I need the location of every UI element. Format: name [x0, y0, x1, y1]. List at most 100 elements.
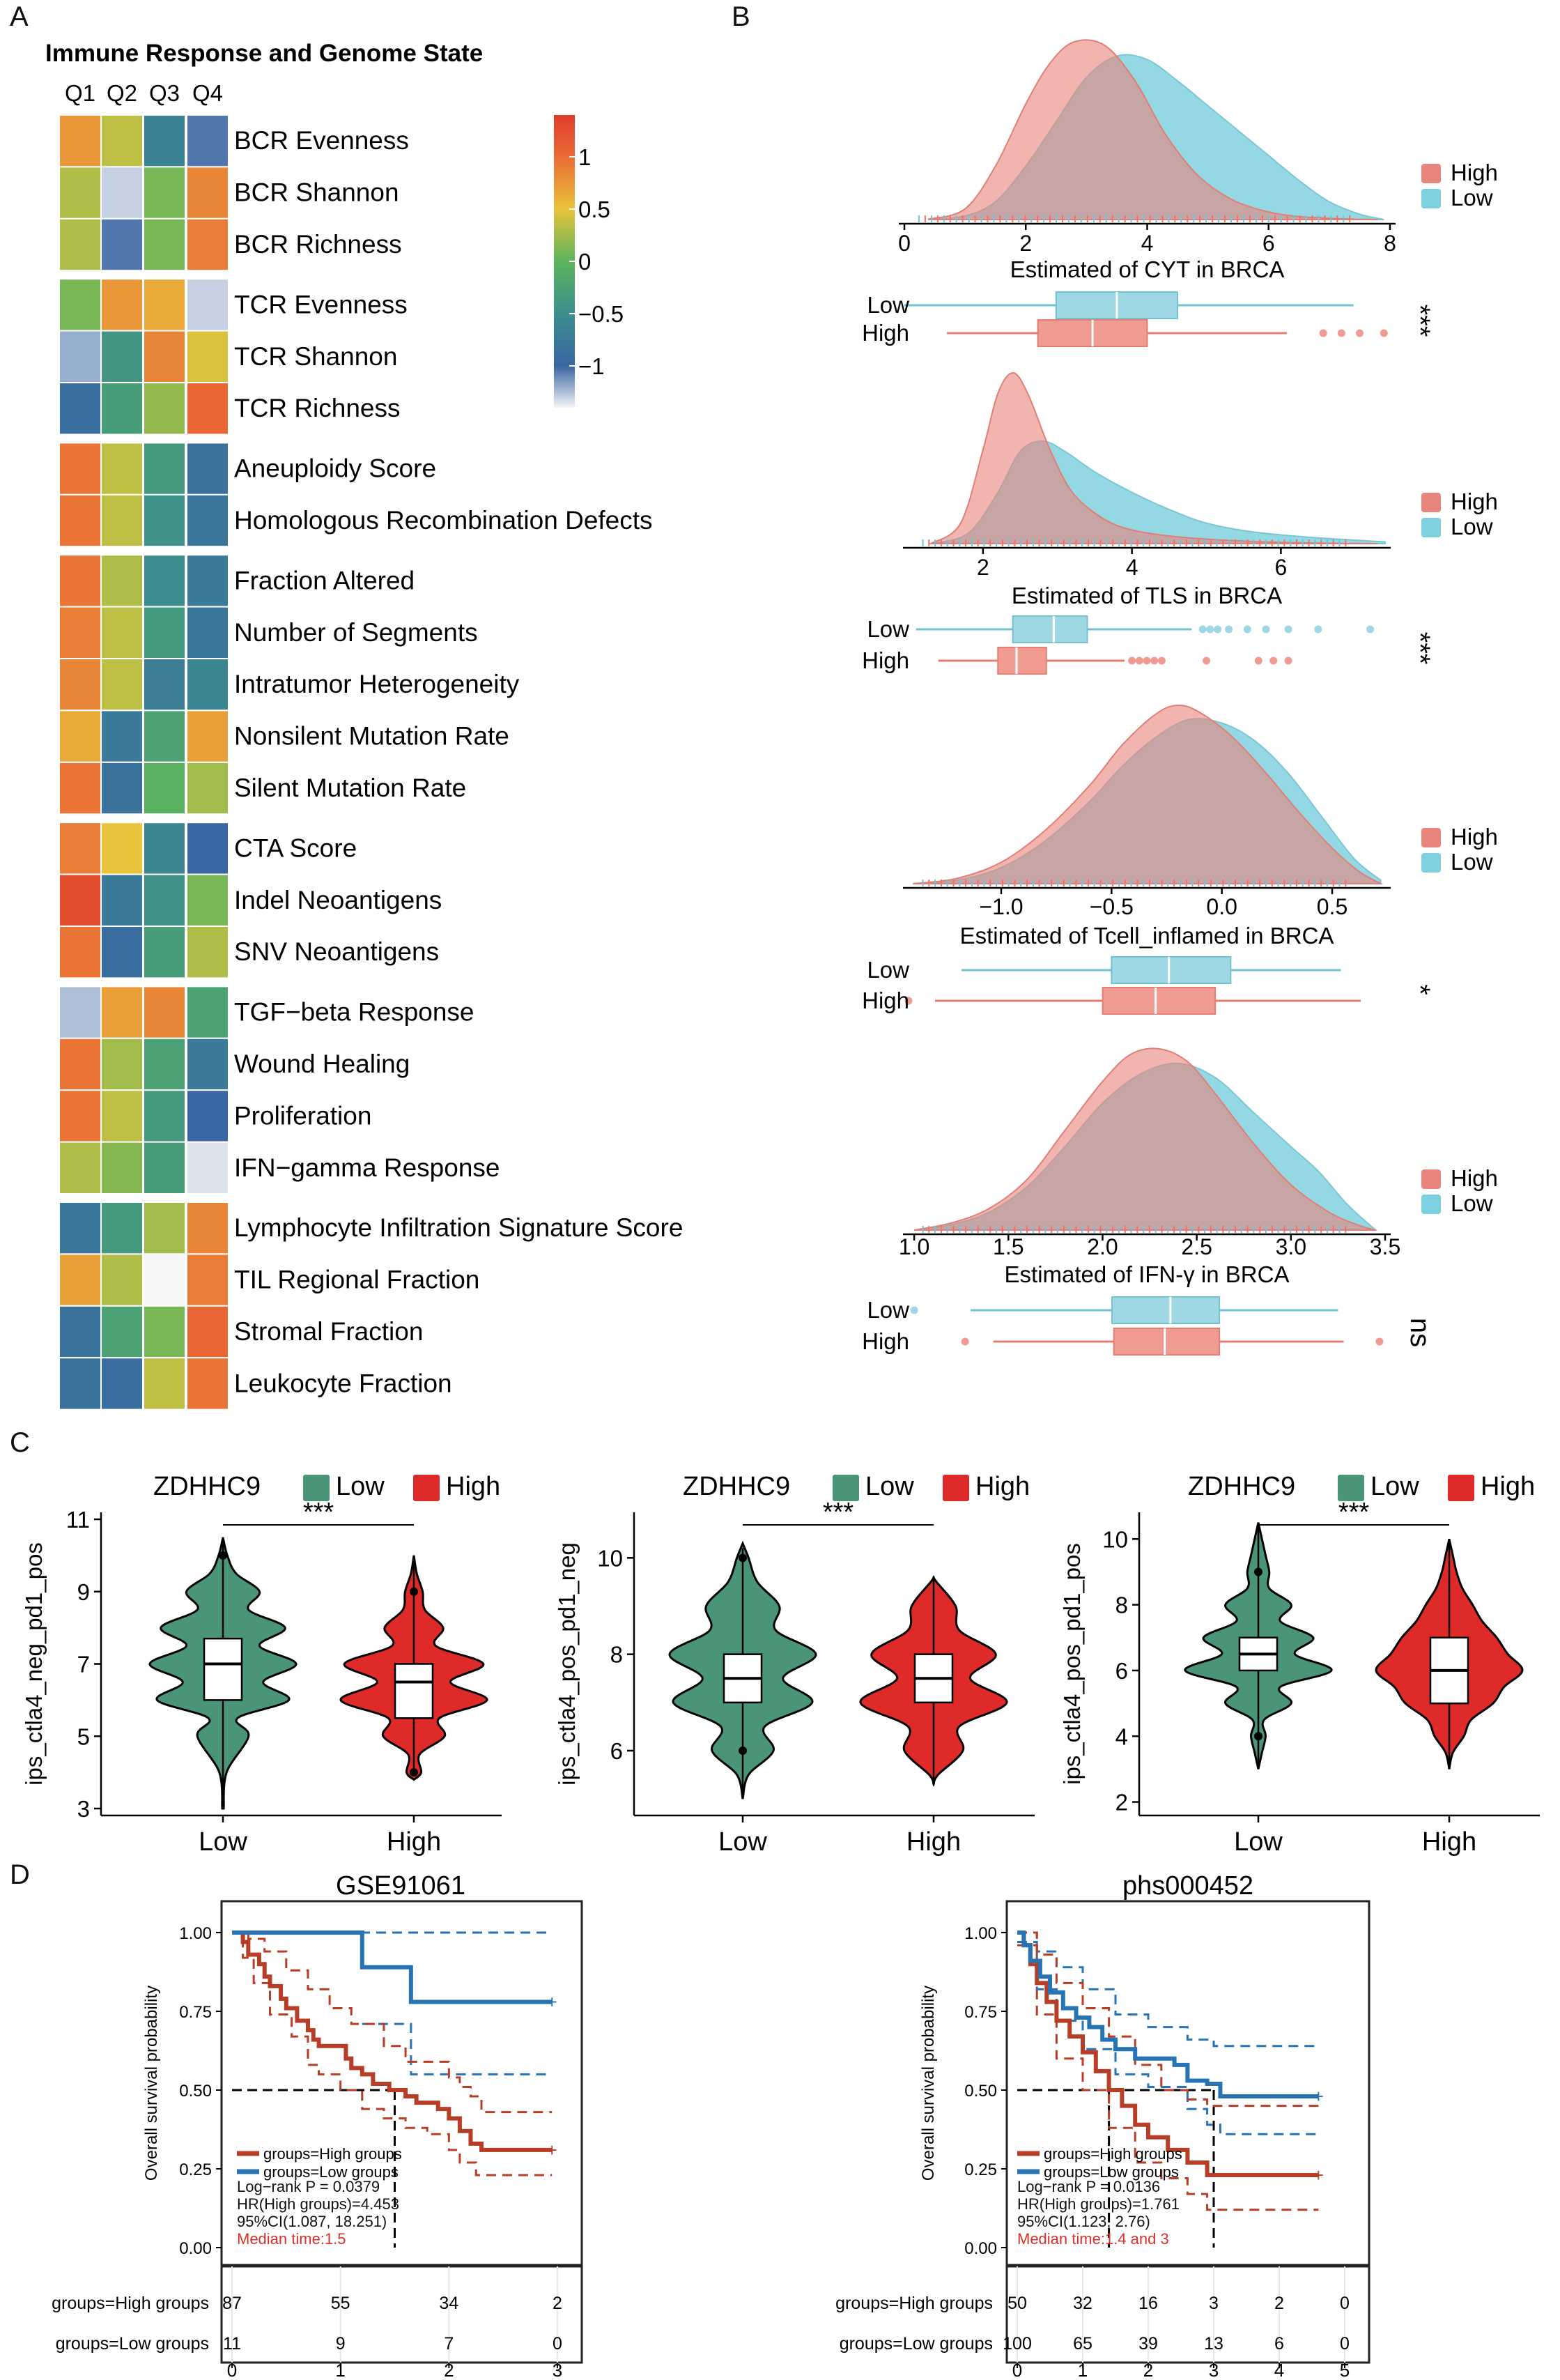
km-x-tick-label: 4 — [1274, 2360, 1284, 2380]
box-low-label: Low — [867, 1297, 909, 1323]
violin-outlier — [410, 1768, 418, 1777]
km-stat-text: 95%CI(1.123, 2.76) — [1017, 2213, 1150, 2230]
km-low-curve — [1017, 1930, 1319, 2099]
risk-table-count: 16 — [1138, 2294, 1158, 2313]
heatmap-cell — [143, 1305, 186, 1359]
box-high-label: High — [862, 320, 909, 346]
violin-outlier — [1254, 1732, 1262, 1741]
violin-outlier — [739, 1746, 747, 1755]
heatmap-cell — [100, 985, 144, 1039]
violin-legend-high-label: High — [446, 1472, 500, 1501]
heatmap-row-label: BCR Richness — [234, 230, 402, 259]
box-low-outlier — [1262, 625, 1270, 634]
heatmap-cell — [100, 1305, 144, 1359]
heatmap-cell — [59, 554, 102, 608]
heatmap-cell — [100, 114, 144, 168]
heatmap-cell — [143, 1201, 186, 1255]
km-y-tick-label: 1.00 — [964, 1924, 997, 1943]
legend-low-key — [1421, 189, 1441, 208]
density-rug — [922, 880, 1347, 886]
heatmap-cell — [100, 442, 144, 496]
density-rug — [922, 1226, 1347, 1233]
risk-table-count: 11 — [223, 2334, 241, 2354]
box-high-outlier — [1254, 657, 1262, 665]
km-legend-high-label: groups=High groups — [1044, 2145, 1182, 2163]
km-y-tick-label: 1.00 — [179, 1924, 212, 1943]
violin-legend-high-label: High — [975, 1472, 1030, 1501]
significance-label: *** — [1405, 305, 1435, 337]
box-low-outlier — [1314, 625, 1322, 634]
heatmap-cell — [59, 658, 102, 712]
violin-legend-low-key — [303, 1475, 330, 1501]
heatmap-panel: Immune Response and Genome State Q1 Q2 Q3 Q4… — [45, 40, 683, 1411]
heatmap-cell — [186, 985, 229, 1039]
box-high-box — [1113, 1328, 1221, 1356]
heatmap-row-label: BCR Shannon — [234, 178, 399, 207]
heatmap-cell — [59, 330, 102, 384]
km-x-tick-label: 2 — [1143, 2360, 1153, 2380]
density-x-tick-label: 2 — [977, 555, 989, 580]
heatmap-cell — [186, 873, 229, 927]
km-stat-text: 95%CI(1.087, 18.251) — [237, 2213, 387, 2230]
km-x-tick-label: 0 — [227, 2360, 237, 2380]
risk-table-count: 13 — [1204, 2334, 1223, 2354]
box-low-outlier — [1206, 625, 1214, 634]
legend-high-label: High — [1451, 160, 1498, 185]
density-x-tick-label: 1.5 — [993, 1234, 1024, 1259]
risk-table-row-label: groups=High groups — [835, 2294, 993, 2313]
km-legend-low-label: groups=Low groups — [1044, 2163, 1179, 2181]
violin-y-tick-label: 3 — [77, 1796, 90, 1822]
risk-table-count: 87 — [222, 2294, 242, 2313]
heatmap-cell — [143, 822, 186, 875]
violin-legend-low-key — [833, 1475, 859, 1501]
heatmap-cell — [100, 1357, 144, 1411]
km-y-label: Overall survival probability — [919, 1986, 938, 2181]
heatmap-cell — [186, 217, 229, 272]
violin-y-label: ips_ctla4_pos_pd1_pos — [1059, 1543, 1085, 1785]
km-y-tick-label: 0.25 — [964, 2160, 997, 2179]
heatmap-cell — [59, 761, 102, 815]
box-low-outlier — [1366, 625, 1375, 634]
risk-table-count: 3 — [1209, 2294, 1219, 2313]
violin-outlier — [739, 1553, 747, 1563]
km-high-curve — [232, 1930, 553, 2152]
heatmap-cell — [186, 606, 229, 659]
heatmap-cell — [186, 442, 229, 496]
heatmap-row-label: SNV Neoantigens — [234, 937, 439, 966]
heatmap-cell — [186, 493, 229, 548]
heatmap-cell — [100, 217, 144, 272]
density-rug — [922, 539, 1347, 546]
km-frame — [220, 1900, 583, 2266]
box-low-outlier — [1225, 625, 1233, 634]
risk-table-row-label: groups=High groups — [52, 2294, 209, 2313]
heatmap-cell — [59, 442, 102, 496]
violin-x-tick-label: High — [906, 1827, 961, 1857]
heatmap-cell — [100, 926, 144, 979]
heatmap-cell — [59, 1037, 102, 1091]
density-x-tick-label: 1.0 — [899, 1234, 929, 1259]
density-x-tick-label: 8 — [1384, 231, 1396, 256]
heatmap-cell — [186, 926, 229, 979]
km-censor-mark: + — [1313, 2086, 1324, 2107]
heatmap-cell — [186, 709, 229, 763]
heatmap-cell — [100, 554, 144, 608]
km-x-tick-label: 3 — [1209, 2360, 1219, 2380]
violin-y-label: ips_ctla4_neg_pd1_pos — [21, 1542, 47, 1786]
legend-low-label: Low — [1451, 1190, 1493, 1216]
km-low-ci-lower — [1017, 1941, 1319, 2135]
box-high-outlier — [1203, 657, 1210, 665]
heatmap-cell — [100, 822, 144, 875]
box-low-outlier — [1214, 625, 1222, 634]
km-x-tick-label: 3 — [553, 2360, 562, 2380]
box-high-outlier — [1319, 329, 1327, 337]
violin-legend-title: ZDHHC9 — [153, 1472, 261, 1501]
violin-outlier — [410, 1587, 418, 1596]
legend-low-key — [1421, 1195, 1441, 1214]
heatmap-cell — [143, 1357, 186, 1411]
km-x-tick-label: 1 — [1078, 2360, 1088, 2380]
km-y-tick-label: 0.75 — [964, 2003, 997, 2022]
violin-x-tick-label: High — [387, 1827, 441, 1857]
box-low-label: Low — [867, 957, 909, 983]
heatmap-cell — [143, 873, 186, 927]
